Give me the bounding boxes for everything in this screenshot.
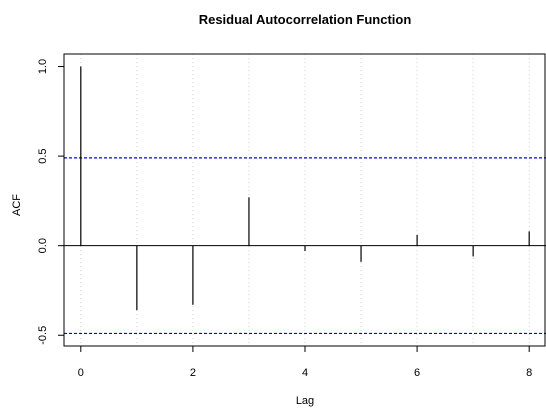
acf-bars — [80, 66, 530, 311]
x-tick-label-4: 4 — [302, 367, 308, 379]
x-tick-label-0: 0 — [78, 367, 84, 379]
y-tick-label-0: 0.0 — [37, 238, 49, 253]
y-tick-label--0.5: -0.5 — [37, 326, 49, 345]
x-axis-label: Lag — [296, 395, 314, 407]
chart-title: Residual Autocorrelation Function — [199, 12, 412, 27]
y-tick-label-1: 1.0 — [37, 59, 49, 74]
y-tick-label-0.5: 0.5 — [37, 148, 49, 163]
x-tick-label-8: 8 — [526, 367, 532, 379]
y-axis-label: ACF — [11, 194, 23, 216]
confidence-bounds — [64, 157, 546, 335]
x-tick-label-6: 6 — [414, 367, 420, 379]
grid-lines — [80, 54, 530, 346]
x-tick-label-2: 2 — [190, 367, 196, 379]
y-axis: -0.5 0.0 0.5 1.0 — [37, 59, 64, 345]
x-axis: 0 2 4 6 8 — [78, 346, 532, 379]
